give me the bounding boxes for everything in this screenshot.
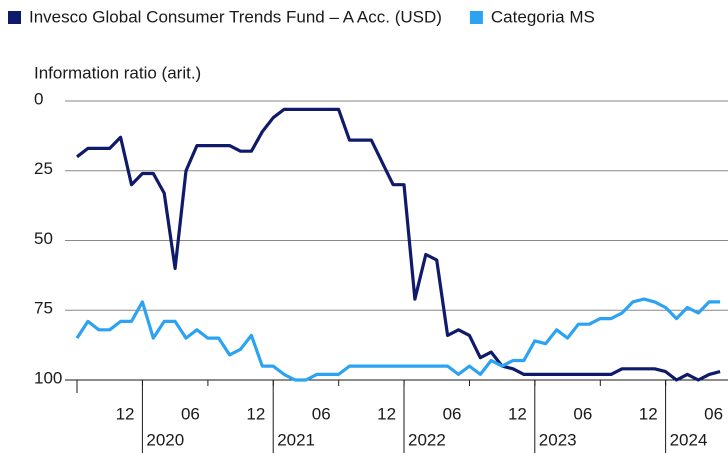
legend-label: Categoria MS — [491, 7, 595, 26]
series-line — [75, 297, 721, 382]
legend-swatch — [469, 11, 483, 24]
y-tick-label: 50 — [34, 229, 53, 248]
x-tick-label: 06 — [704, 404, 723, 423]
x-year-label: 2022 — [408, 430, 446, 449]
y-axis-label: Information ratio (arit.) — [34, 63, 201, 82]
y-tick-label: 25 — [34, 159, 53, 178]
x-tick-label: 12 — [246, 404, 265, 423]
legend-label: Invesco Global Consumer Trends Fund – A … — [29, 7, 442, 26]
series-line — [76, 107, 721, 382]
x-tick-label: 06 — [443, 404, 462, 423]
x-tick-label: 12 — [116, 404, 135, 423]
y-tick-label: 75 — [34, 299, 53, 318]
x-tick-label: 12 — [639, 404, 658, 423]
legend-swatch — [8, 11, 21, 24]
x-tick-label: 12 — [508, 404, 527, 423]
y-tick-label: 0 — [34, 89, 43, 108]
y-tick-label: 100 — [34, 368, 62, 387]
x-year-label: 2024 — [670, 430, 708, 449]
x-year-label: 2020 — [146, 430, 184, 449]
x-tick-label: 12 — [377, 404, 396, 423]
x-year-label: 2023 — [539, 430, 577, 449]
x-tick-label: 06 — [181, 404, 200, 423]
x-tick-label: 06 — [573, 404, 592, 423]
x-year-label: 2021 — [277, 430, 315, 449]
x-tick-label: 06 — [312, 404, 331, 423]
